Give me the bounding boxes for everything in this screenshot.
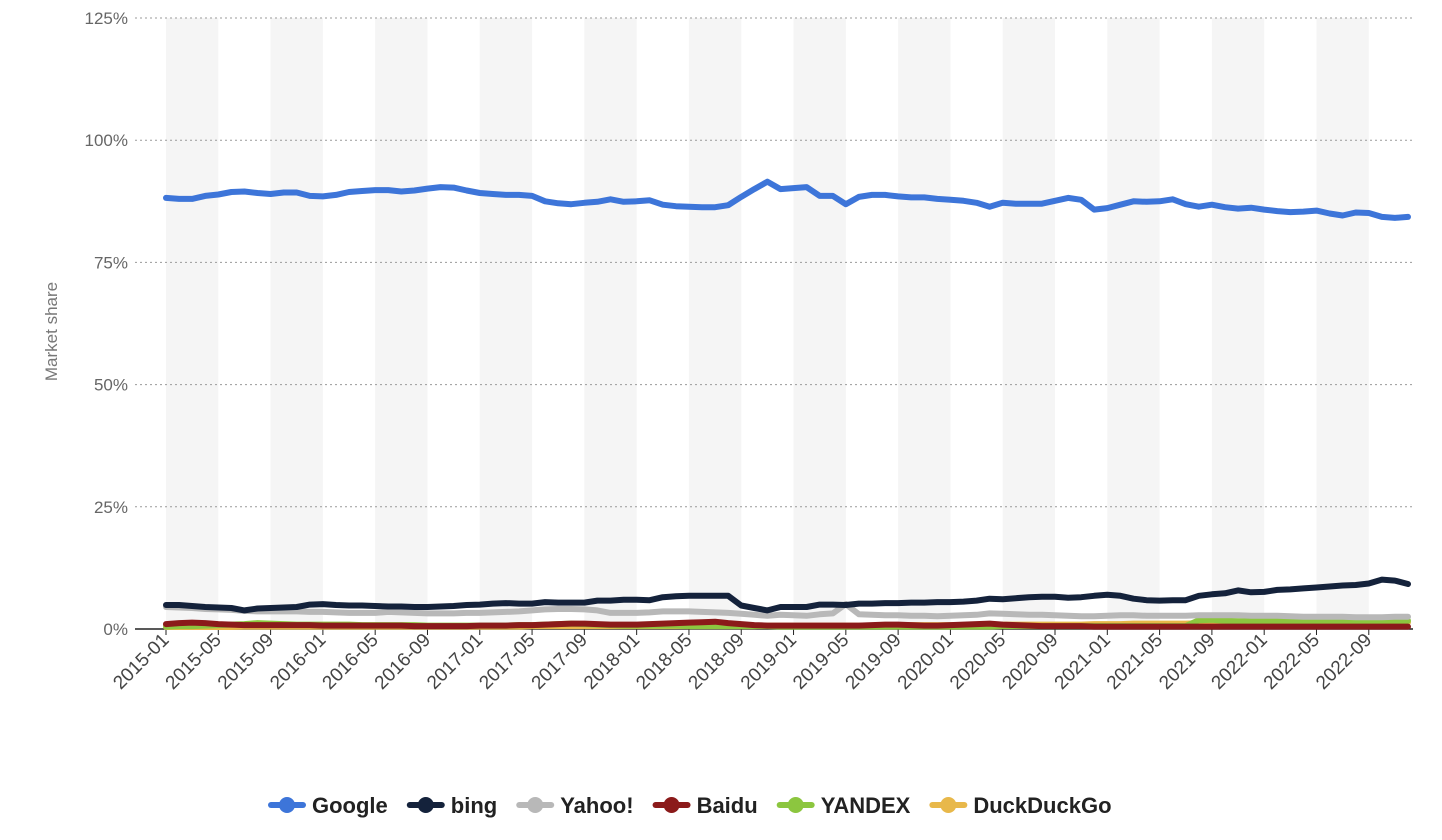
- background-band: [1107, 18, 1160, 629]
- series-line-yahoo: [163, 601, 1411, 621]
- series-line-google: [163, 178, 1411, 221]
- series-line-bing: [163, 576, 1411, 614]
- x-tick-label: 2022-01: [1208, 630, 1272, 694]
- alternating-year-bands: [166, 18, 1369, 629]
- y-tick-label: 50%: [94, 376, 128, 395]
- y-tick-label: 0%: [103, 620, 128, 639]
- x-tick-label: 2019-01: [737, 630, 801, 694]
- y-tick-label: 25%: [94, 498, 128, 517]
- x-tick-label: 2018-09: [685, 630, 749, 694]
- background-band: [1002, 18, 1056, 629]
- x-tick-label: 2018-01: [580, 630, 644, 694]
- background-band: [375, 18, 428, 629]
- background-band: [479, 18, 533, 629]
- legend-marker-icon: [940, 797, 957, 813]
- legend-item-yahoo[interactable]: Yahoo!: [516, 793, 634, 818]
- background-band: [584, 18, 637, 629]
- x-tick-label: 2019-09: [842, 630, 906, 694]
- background-band: [166, 18, 219, 629]
- legend-label: Yahoo!: [560, 793, 633, 818]
- x-tick-label: 2021-01: [1051, 630, 1115, 694]
- x-tick-label: 2020-05: [946, 630, 1010, 694]
- x-tick-label: 2021-09: [1155, 630, 1219, 694]
- y-tick-label: 75%: [94, 253, 128, 272]
- series-line-baidu: [163, 618, 1411, 630]
- background-band: [688, 18, 742, 629]
- background-band: [1316, 18, 1369, 629]
- background-band: [270, 18, 323, 629]
- legend-marker-icon: [279, 797, 295, 813]
- legend-marker-icon: [417, 797, 434, 813]
- x-tick-label: 2015-09: [214, 630, 278, 694]
- x-tick-label: 2022-05: [1260, 630, 1324, 694]
- background-band: [793, 18, 846, 629]
- x-tick-label: 2016-09: [371, 630, 435, 694]
- x-tick-label: 2017-01: [423, 630, 487, 694]
- legend-marker-icon: [787, 797, 804, 813]
- y-axis-title: Market share: [42, 282, 61, 381]
- x-tick-label: 2020-01: [894, 630, 958, 694]
- background-band: [898, 18, 951, 629]
- legend[interactable]: Google bing Yahoo! Baidu YANDEX DuckDuckGo: [268, 793, 1112, 818]
- legend-item-bing[interactable]: bing: [406, 793, 497, 818]
- legend-label: YANDEX: [821, 793, 911, 818]
- x-tick-label: 2017-09: [528, 630, 592, 694]
- legend-label: bing: [451, 793, 497, 818]
- x-tick-label: 2022-09: [1312, 630, 1376, 694]
- x-tick-label: 2021-05: [1103, 630, 1167, 694]
- legend-item-yandex[interactable]: YANDEX: [776, 793, 911, 818]
- legend-item-google[interactable]: Google: [268, 793, 388, 818]
- x-tick-label: 2015-05: [162, 630, 226, 694]
- y-tick-label: 125%: [85, 9, 128, 28]
- legend-label: Google: [312, 793, 388, 818]
- x-tick-label: 2016-05: [319, 630, 383, 694]
- legend-item-duckduckgo[interactable]: DuckDuckGo: [929, 793, 1112, 818]
- legend-label: Baidu: [697, 793, 758, 818]
- legend-marker-icon: [663, 797, 680, 813]
- series-lines: [163, 178, 1411, 630]
- gridlines: [135, 17, 1413, 508]
- x-tick-label: 2015-01: [109, 630, 173, 694]
- x-tick-label: 2020-09: [998, 630, 1062, 694]
- legend-item-baidu[interactable]: Baidu: [652, 793, 758, 818]
- x-tick-label: 2016-01: [266, 630, 330, 694]
- x-axis-ticks: 2015-012015-052015-092016-012016-052016-…: [109, 629, 1376, 694]
- x-tick-label: 2019-05: [789, 630, 853, 694]
- legend-marker-icon: [527, 797, 544, 813]
- background-band: [1211, 18, 1265, 629]
- legend-label: DuckDuckGo: [973, 793, 1111, 818]
- x-tick-label: 2018-05: [632, 630, 696, 694]
- y-tick-label: 100%: [85, 131, 128, 150]
- y-axis-ticks: 0% 25% 50% 75% 100% 125%: [85, 9, 128, 639]
- x-tick-label: 2017-05: [475, 630, 539, 694]
